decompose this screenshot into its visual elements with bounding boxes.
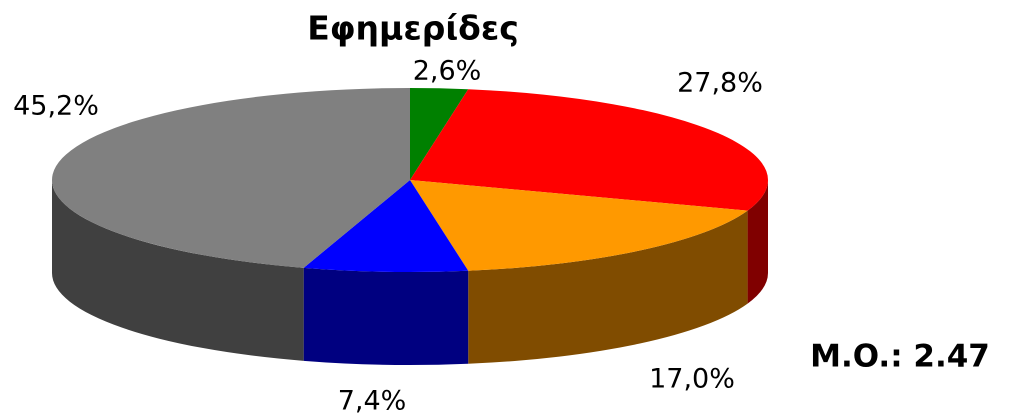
pie-slice: [410, 180, 748, 271]
pie-side: [468, 210, 748, 364]
pie-side: [303, 267, 469, 366]
data-label: 7,4%: [338, 386, 407, 416]
pie-slice: [51, 88, 410, 268]
data-label: 17,0%: [649, 364, 735, 395]
pie-slice: [303, 180, 469, 273]
pie-side: [52, 180, 304, 361]
pie-slice: [410, 88, 469, 180]
pie-slice: [410, 89, 769, 211]
pie-side: [747, 180, 768, 304]
data-label: 45,2%: [13, 91, 99, 122]
annotation: M.O.: 2.47: [810, 339, 990, 375]
data-label: 2,6%: [413, 56, 482, 87]
chart-title: Εφημερίδες: [307, 9, 519, 48]
data-label: 27,8%: [677, 68, 763, 99]
